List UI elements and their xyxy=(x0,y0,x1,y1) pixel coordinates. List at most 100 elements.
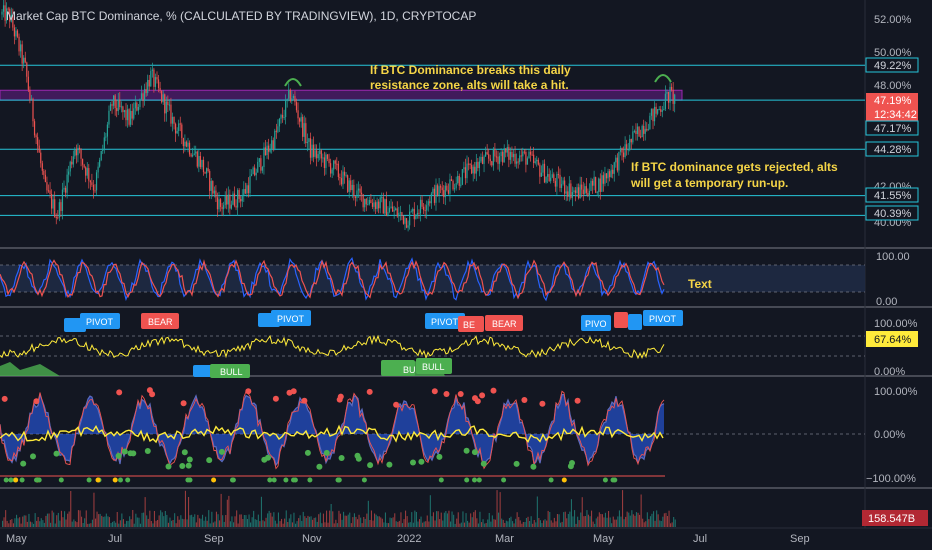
volume-bar xyxy=(259,521,261,527)
candle-body xyxy=(361,192,363,195)
candle-body xyxy=(80,149,82,159)
candle-body xyxy=(147,79,149,94)
price-tag-bg xyxy=(865,57,919,73)
candle-body xyxy=(148,79,150,87)
date-tick: Jul xyxy=(108,533,122,545)
volume-bar xyxy=(471,517,473,527)
volume-bar xyxy=(29,521,31,527)
volume-bar xyxy=(236,510,238,527)
candle-body xyxy=(317,154,319,159)
candle-body xyxy=(430,193,432,204)
volume-bar xyxy=(556,514,558,527)
candle-body xyxy=(144,89,146,101)
candle-body xyxy=(37,137,39,146)
volume-bar xyxy=(163,516,165,527)
annotation-line[interactable]: will get a temporary run-up. xyxy=(630,176,788,190)
annotation-line[interactable]: If BTC Dominance breaks this daily xyxy=(370,63,571,77)
candle-body xyxy=(66,174,68,193)
candle-body xyxy=(103,137,105,149)
annotation-line[interactable]: resistance zone, alts will take a hit. xyxy=(370,78,569,92)
candle-body xyxy=(660,109,662,112)
volume-bar xyxy=(443,512,445,527)
stochastic-pane xyxy=(0,257,865,302)
candle-body xyxy=(260,158,262,171)
price-tag-bg xyxy=(865,141,919,157)
candle-body xyxy=(167,101,169,105)
candle-body xyxy=(49,190,51,195)
candle-body xyxy=(416,212,418,215)
candle-body xyxy=(105,136,107,138)
volume-bar xyxy=(312,519,314,527)
candle-body xyxy=(218,199,220,210)
candle-body xyxy=(395,208,397,211)
volume-bar xyxy=(670,523,672,527)
pivot-tag[interactable]: PIVOT xyxy=(425,313,465,329)
volume-bar xyxy=(322,513,324,527)
volume-bar xyxy=(361,523,363,527)
zone-rect xyxy=(0,89,683,101)
candle-body xyxy=(498,156,501,164)
pivot-tag[interactable]: PIVO xyxy=(581,315,611,331)
candle-body xyxy=(278,118,281,127)
volume-bar xyxy=(561,521,563,527)
volume-bar xyxy=(357,519,359,527)
volume-bar xyxy=(470,513,472,527)
volume-bar xyxy=(450,521,452,527)
candle-body xyxy=(226,195,228,205)
bull-tag[interactable]: BU BULL xyxy=(381,358,452,376)
bear-tag[interactable]: BEAR xyxy=(485,315,523,331)
candle-body xyxy=(271,140,273,149)
date-tick: Sep xyxy=(790,533,810,545)
candle-body xyxy=(137,106,139,111)
svg-text:BEAR: BEAR xyxy=(148,317,173,327)
resistance-zone[interactable] xyxy=(0,89,683,101)
ind3-dot xyxy=(292,477,298,483)
pivot-tag[interactable]: PIVOT xyxy=(64,313,120,332)
volume-bar xyxy=(612,516,614,527)
volume-bar xyxy=(279,521,281,527)
candle-body xyxy=(539,164,541,177)
bear-tag[interactable]: BE xyxy=(458,316,484,332)
volume-bar xyxy=(440,512,442,527)
candle-body xyxy=(374,202,377,209)
volume-bar xyxy=(629,515,631,527)
volume-bar xyxy=(197,514,199,527)
volume-bar xyxy=(16,514,18,527)
volume-bar xyxy=(338,510,340,527)
pivot-tag[interactable]: PIVOT xyxy=(614,310,683,330)
annotation-line[interactable]: If BTC dominance gets rejected, alts xyxy=(631,160,838,174)
candle-body xyxy=(565,191,567,194)
volume-bar xyxy=(580,512,582,527)
candle-body xyxy=(652,108,654,122)
svg-text:PIVOT: PIVOT xyxy=(431,317,459,327)
bear-tag[interactable]: BEAR xyxy=(141,313,179,329)
text-label[interactable]: Text xyxy=(688,277,712,291)
candle-body xyxy=(162,94,164,103)
volume-bar xyxy=(308,516,310,527)
volume-bar xyxy=(307,515,309,527)
candle-body xyxy=(390,206,392,208)
candle-body xyxy=(421,199,423,207)
volume-bar xyxy=(394,513,396,527)
ind3-dot xyxy=(463,447,470,454)
candle-body xyxy=(622,152,625,158)
volume-bar xyxy=(659,520,661,527)
arc-markers[interactable] xyxy=(284,74,672,87)
volume-bar xyxy=(377,516,379,527)
candle-body xyxy=(436,185,439,196)
candle-body xyxy=(77,147,79,156)
candle-body xyxy=(485,152,487,157)
bull-tag[interactable]: BULL xyxy=(193,364,250,378)
volume-bar xyxy=(310,516,312,527)
candle-body xyxy=(593,177,595,186)
volume-bar xyxy=(597,516,599,527)
candle-body xyxy=(495,156,498,158)
candle-body xyxy=(286,98,288,101)
volume-bar xyxy=(666,516,668,527)
stoch-tick: 100.00 xyxy=(876,251,910,263)
candle-body xyxy=(227,194,229,205)
pivot-tag[interactable]: PIVOT xyxy=(258,310,311,327)
volume-bar xyxy=(431,516,433,527)
